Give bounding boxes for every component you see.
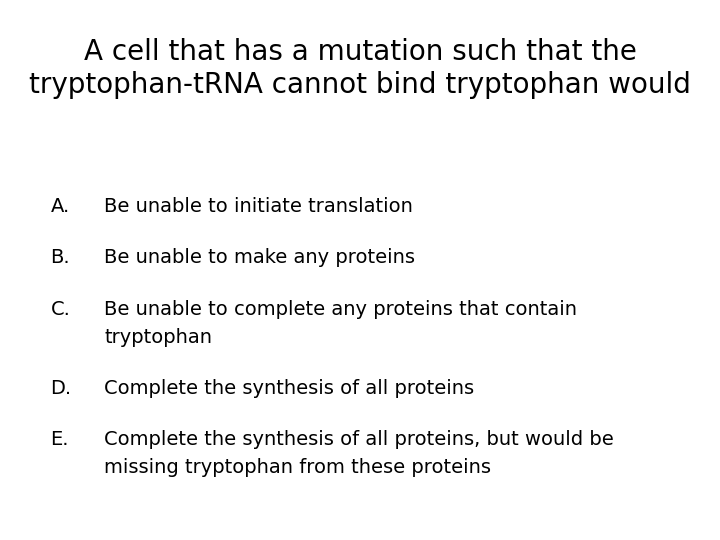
Text: E.: E.: [50, 430, 69, 449]
Text: Complete the synthesis of all proteins: Complete the synthesis of all proteins: [104, 379, 474, 398]
Text: A.: A.: [50, 197, 70, 216]
Text: A cell that has a mutation such that the
tryptophan-tRNA cannot bind tryptophan : A cell that has a mutation such that the…: [29, 38, 691, 99]
Text: C.: C.: [50, 300, 71, 319]
Text: Be unable to complete any proteins that contain: Be unable to complete any proteins that …: [104, 300, 577, 319]
Text: tryptophan: tryptophan: [104, 328, 212, 347]
Text: B.: B.: [50, 248, 70, 267]
Text: Be unable to make any proteins: Be unable to make any proteins: [104, 248, 415, 267]
Text: D.: D.: [50, 379, 71, 398]
Text: Be unable to initiate translation: Be unable to initiate translation: [104, 197, 413, 216]
Text: Complete the synthesis of all proteins, but would be: Complete the synthesis of all proteins, …: [104, 430, 614, 449]
Text: missing tryptophan from these proteins: missing tryptophan from these proteins: [104, 458, 491, 477]
